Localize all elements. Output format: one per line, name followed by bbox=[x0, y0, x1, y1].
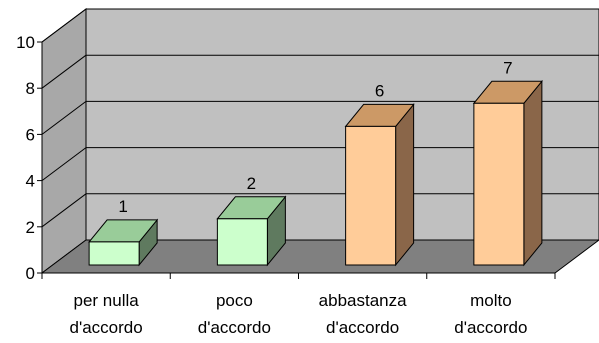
gridline-side-2 bbox=[41, 193, 87, 228]
y-tick-label: 8 bbox=[26, 79, 35, 98]
gridline-side-8 bbox=[41, 54, 87, 89]
category-label-2-line-0: abbastanza bbox=[319, 291, 407, 310]
bar-2 bbox=[344, 102, 415, 267]
bar-front bbox=[88, 241, 140, 266]
category-label-0-line-1: d'accordo bbox=[70, 318, 143, 337]
bar-1 bbox=[216, 195, 287, 267]
gridline-side-6 bbox=[41, 101, 87, 135]
bar-side bbox=[523, 79, 543, 267]
bar-side bbox=[395, 102, 415, 267]
bar-front bbox=[345, 125, 397, 266]
category-label-1-line-0: poco bbox=[216, 291, 253, 310]
bar-0 bbox=[88, 218, 159, 267]
axes bbox=[37, 41, 556, 279]
data-label-2: 6 bbox=[375, 81, 384, 100]
data-label-1: 2 bbox=[247, 174, 256, 193]
category-label-3-line-1: d'accordo bbox=[454, 318, 527, 337]
bar-front bbox=[216, 218, 268, 266]
category-label-2-line-1: d'accordo bbox=[326, 318, 399, 337]
category-label-1-line-1: d'accordo bbox=[198, 318, 271, 337]
data-label-3: 7 bbox=[503, 58, 512, 77]
labels: 0 2 4 6 8 10 1 per nulla d'accordo 2 poco d'accordo… bbox=[16, 33, 527, 337]
data-label-0: 1 bbox=[118, 197, 127, 216]
chart-walls bbox=[40, 8, 599, 274]
side-wall bbox=[41, 8, 87, 274]
bar-front bbox=[473, 102, 525, 266]
y-tick-label: 10 bbox=[16, 33, 35, 52]
y-tick-label: 2 bbox=[26, 218, 35, 237]
gridline-side-10 bbox=[41, 8, 87, 43]
bar-3 bbox=[472, 79, 543, 267]
bars bbox=[88, 79, 543, 267]
gridline-side-4 bbox=[41, 147, 87, 182]
y-tick-label: 4 bbox=[26, 172, 35, 191]
category-label-0-line-0: per nulla bbox=[74, 291, 140, 310]
y-tick-label: 0 bbox=[26, 264, 35, 283]
y-tick-label: 6 bbox=[26, 125, 35, 144]
category-label-3-line-0: molto bbox=[470, 291, 512, 310]
